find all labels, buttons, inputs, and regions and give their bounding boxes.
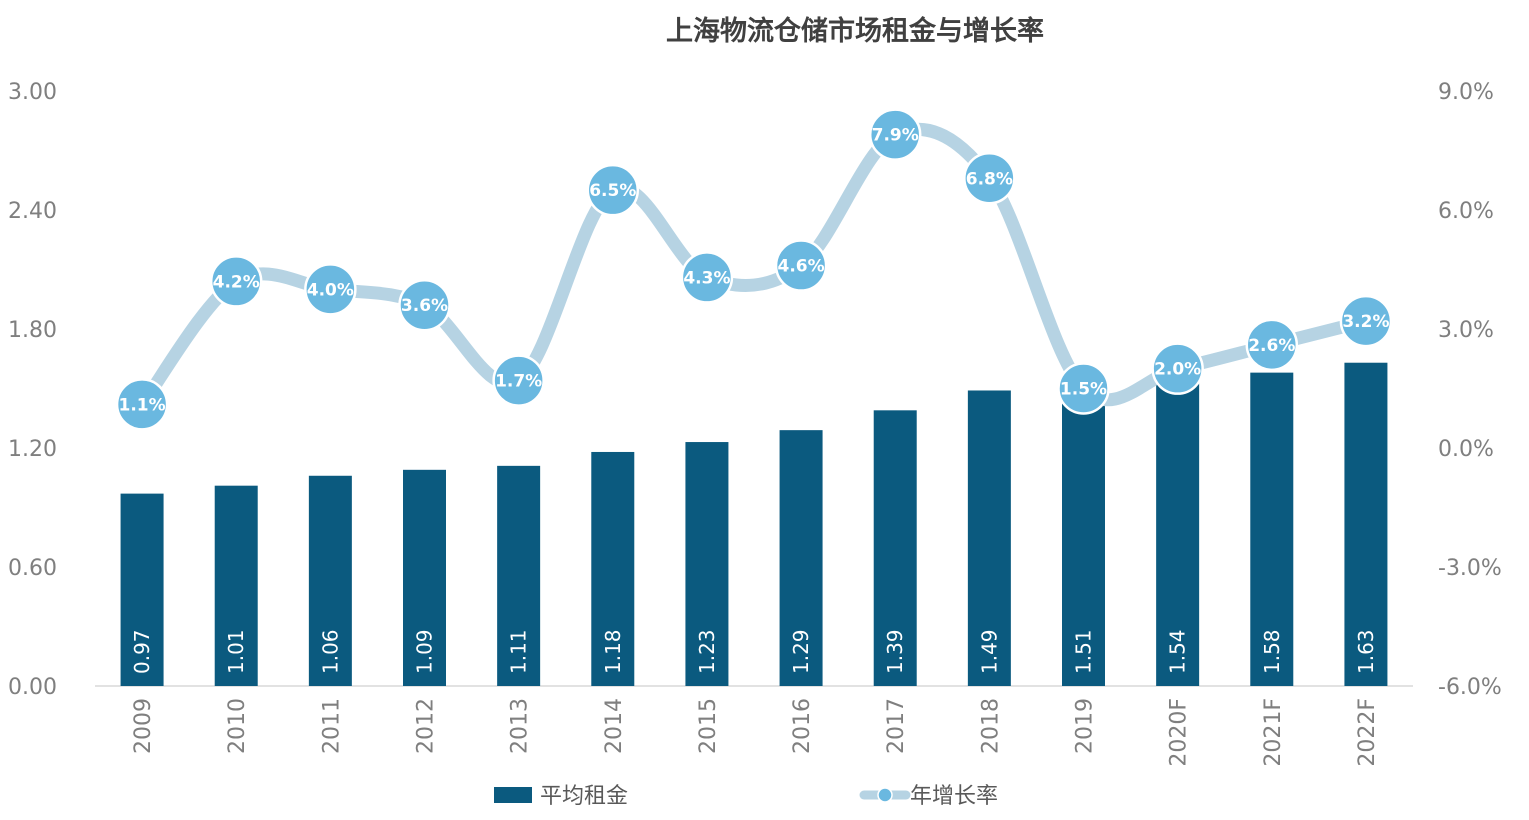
bar	[967, 390, 1011, 686]
bar-value-label: 1.18	[601, 629, 625, 674]
growth-value-label: 4.3%	[683, 268, 730, 288]
legend-line-label: 年增长率	[910, 784, 998, 809]
left-axis-tick-label: 1.80	[8, 318, 57, 343]
bar	[685, 442, 729, 686]
bar	[1156, 380, 1200, 686]
bar-value-label: 1.39	[883, 629, 907, 674]
left-axis-tick-label: 3.00	[8, 80, 57, 105]
growth-value-label: 7.9%	[872, 126, 919, 146]
right-axis-tick-label: 0.0%	[1438, 437, 1494, 462]
legend: 平均租金 年增长率	[494, 784, 998, 809]
right-axis-tick-label: 6.0%	[1438, 199, 1494, 224]
bar-value-label: 1.49	[977, 629, 1001, 674]
x-axis-tick-label: 2021F	[1261, 698, 1286, 767]
growth-value-label: 3.6%	[401, 296, 448, 316]
right-axis-ticks: -6.0% -3.0% 0.0% 3.0% 6.0% 9.0%	[1438, 80, 1502, 700]
growth-marker	[115, 378, 169, 431]
bar-value-label: 1.06	[318, 629, 342, 674]
growth-value-label: 4.6%	[777, 257, 824, 277]
bar-value-label: 1.51	[1072, 629, 1096, 674]
bar-value-label: 1.23	[695, 629, 719, 674]
bar-value-label: 1.11	[507, 629, 531, 674]
growth-marker	[680, 251, 734, 304]
growth-value-label: 1.7%	[495, 372, 542, 392]
left-axis-tick-label: 1.20	[8, 437, 57, 462]
growth-value-label: 6.5%	[589, 181, 636, 201]
bar-value-label: 1.63	[1354, 629, 1378, 674]
x-axis-ticks: 2009 2010 2011 2012 2013 2014 2015 2016 2017 2018…	[131, 698, 1380, 767]
x-axis-tick-label: 2012	[414, 698, 439, 754]
growth-value-label: 2.0%	[1154, 360, 1201, 380]
legend-bar-swatch	[494, 787, 532, 803]
x-axis-tick-label: 2011	[319, 698, 344, 754]
bar	[1062, 386, 1105, 686]
bar-series	[120, 362, 1388, 686]
growth-value-label: 4.0%	[307, 280, 354, 300]
x-axis-tick-label: 2018	[978, 698, 1003, 754]
growth-value-label: 6.8%	[966, 169, 1013, 189]
bar	[120, 493, 164, 686]
left-axis-ticks: 0.00 0.60 1.20 1.80 2.40 3.00	[8, 80, 57, 700]
bar	[1344, 362, 1388, 686]
legend-bar-label: 平均租金	[540, 784, 628, 809]
growth-marker	[963, 152, 1016, 205]
growth-marker	[209, 255, 263, 308]
bar	[591, 451, 635, 686]
left-axis-tick-label: 0.60	[8, 556, 57, 581]
growth-markers: 1.1% 4.2% 4.0% 3.6% 1.7% 6.5% 4.3% 4.6% 7.9% 6.8%…	[115, 108, 1393, 431]
growth-marker	[398, 278, 451, 332]
growth-marker	[1245, 318, 1299, 372]
right-axis-tick-label: -3.0%	[1438, 556, 1502, 581]
bar-data-labels: 0.97 1.01 1.06 1.09 1.11 1.18 1.23 1.29 1.39 1.49…	[130, 629, 1378, 674]
x-axis-tick-label: 2015	[696, 698, 721, 754]
growth-value-label: 4.2%	[213, 272, 260, 292]
bar	[214, 485, 258, 686]
x-axis-tick-label: 2014	[602, 698, 627, 754]
bar-value-label: 0.97	[130, 629, 154, 674]
growth-marker	[304, 263, 357, 316]
growth-marker	[1151, 342, 1204, 395]
growth-value-label: 1.1%	[118, 395, 165, 415]
growth-marker	[868, 108, 922, 161]
growth-value-label: 2.6%	[1248, 336, 1295, 356]
growth-value-label: 3.2%	[1342, 312, 1389, 332]
x-axis-tick-label: 2017	[884, 698, 909, 754]
growth-marker	[586, 163, 640, 217]
right-axis-tick-label: 9.0%	[1438, 80, 1494, 105]
bar-value-label: 1.29	[789, 629, 813, 674]
left-axis-tick-label: 2.40	[8, 199, 57, 224]
bar	[779, 430, 823, 686]
right-axis-tick-label: 3.0%	[1438, 318, 1494, 343]
bar-value-label: 1.54	[1166, 629, 1190, 674]
x-axis-tick-label: 2013	[508, 698, 533, 754]
x-axis-tick-label: 2010	[225, 698, 250, 754]
bar	[497, 465, 541, 686]
x-axis-tick-label: 2019	[1073, 698, 1098, 754]
x-axis-tick-label: 2020F	[1167, 698, 1192, 767]
bar	[308, 475, 352, 686]
legend-marker-swatch	[877, 787, 893, 803]
x-axis-tick-label: 2022F	[1355, 698, 1380, 767]
x-axis-tick-label: 2009	[131, 698, 156, 754]
growth-marker	[1057, 362, 1110, 415]
left-axis-tick-label: 0.00	[8, 675, 57, 700]
bar-value-label: 1.58	[1260, 629, 1284, 674]
chart-title: 上海物流仓储市场租金与增长率	[666, 15, 1044, 47]
bar-value-label: 1.01	[224, 629, 248, 674]
growth-marker	[774, 239, 828, 292]
growth-marker	[492, 354, 545, 407]
bar-value-label: 1.09	[413, 629, 437, 674]
bar	[873, 410, 917, 686]
right-axis-tick-label: -6.0%	[1438, 675, 1502, 700]
x-axis-tick-label: 2016	[790, 698, 815, 754]
growth-marker	[1339, 294, 1393, 348]
bar	[403, 469, 446, 686]
bar	[1250, 372, 1294, 686]
growth-value-label: 1.5%	[1060, 380, 1107, 400]
